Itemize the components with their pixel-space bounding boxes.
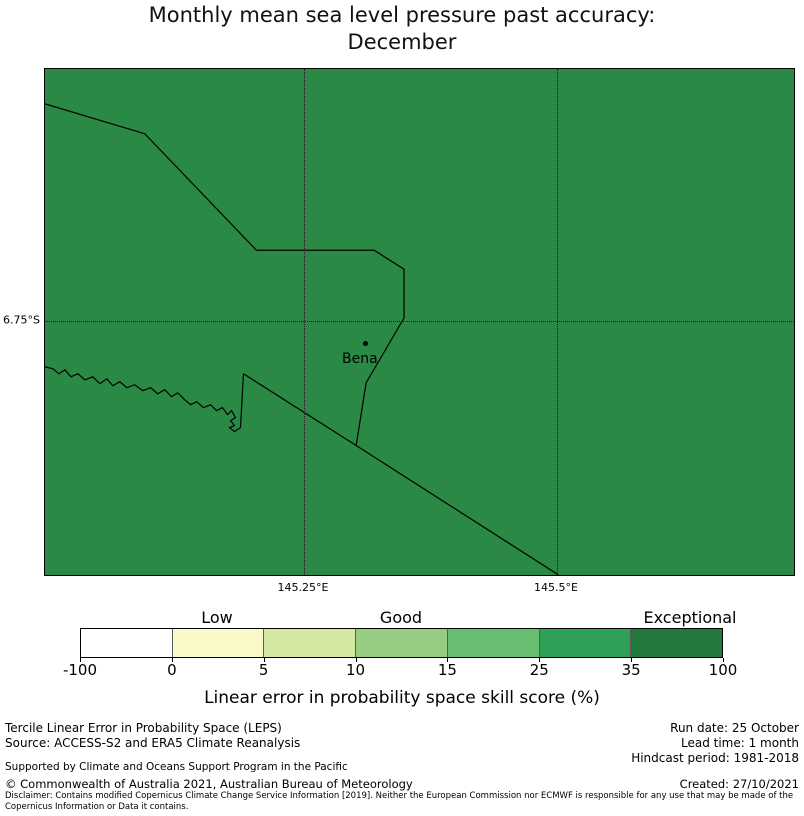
colorbar-tickmark--100 <box>80 658 81 662</box>
gridline-vertical-1455e <box>557 69 559 575</box>
colorbar-tick-25: 25 <box>529 661 549 679</box>
footer-right: Run date: 25 October Lead time: 1 month … <box>631 721 799 766</box>
colorbar-tickmark-35 <box>631 658 633 662</box>
colorbar-category-exceptional: Exceptional <box>643 608 737 627</box>
city-marker-bena <box>363 341 368 346</box>
map-skill-fill <box>45 69 794 575</box>
colorbar-segment-2 <box>263 629 356 657</box>
footer-left: Tercile Linear Error in Probability Spac… <box>5 721 300 751</box>
map-boundaries <box>45 103 559 575</box>
page-title: Monthly mean sea level pressure past acc… <box>0 2 804 56</box>
city-label-bena: Bena <box>342 351 378 367</box>
colorbar-segment-0 <box>81 629 172 657</box>
title-line-1: Monthly mean sea level pressure past acc… <box>148 3 656 27</box>
gridline-horizontal-675s <box>45 321 794 323</box>
colorbar-segment-6 <box>630 629 723 657</box>
colorbar-tick-10: 10 <box>346 661 366 679</box>
footer-run-date: Run date: 25 October <box>670 721 799 735</box>
colorbar-segment-1 <box>171 629 264 657</box>
colorbar-segments <box>80 628 723 658</box>
colorbar-tickmark-15 <box>447 658 449 662</box>
colorbar-segment-5 <box>538 629 631 657</box>
title-line-2: December <box>347 30 457 54</box>
footer-method: Tercile Linear Error in Probability Spac… <box>5 721 282 735</box>
footer-support: Supported by Climate and Oceans Support … <box>5 761 348 773</box>
colorbar-tickmark-0 <box>171 658 173 662</box>
x-axis-tick-1455e: 145.5°E <box>534 581 578 594</box>
footer-copyright: © Commonwealth of Australia 2021, Austra… <box>5 777 413 791</box>
gridline-vertical-14525e <box>304 69 306 575</box>
footer-hindcast-period: Hindcast period: 1981-2018 <box>631 751 799 765</box>
colorbar-category-low: Low <box>201 608 233 627</box>
colorbar-tickmark-10 <box>355 658 357 662</box>
y-axis-tick-675s: 6.75°S <box>3 313 40 327</box>
colorbar[interactable] <box>80 628 723 658</box>
x-axis-tick-14525e: 145.25°E <box>277 581 329 594</box>
footer-disclaimer: Disclaimer: Contains modified Copernicus… <box>5 791 794 812</box>
map-plot-area[interactable]: Bena <box>44 68 795 576</box>
footer-source: Source: ACCESS-S2 and ERA5 Climate Reana… <box>5 736 301 750</box>
colorbar-tickmark-5 <box>263 658 265 662</box>
colorbar-category-good: Good <box>379 608 423 627</box>
colorbar-segment-3 <box>355 629 447 657</box>
colorbar-tick-0: 0 <box>167 661 177 679</box>
colorbar-segment-4 <box>446 629 539 657</box>
colorbar-tickmark-25 <box>539 658 541 662</box>
colorbar-tick-100: 100 <box>708 661 738 679</box>
footer-lead-time: Lead time: 1 month <box>680 736 799 750</box>
colorbar-tick-35: 35 <box>621 661 641 679</box>
colorbar-tickmark-100 <box>723 658 724 662</box>
colorbar-tick-15: 15 <box>437 661 457 679</box>
colorbar-tick--100: -100 <box>62 661 98 679</box>
colorbar-tick-5: 5 <box>258 661 269 679</box>
colorbar-axis-title: Linear error in probability space skill … <box>204 688 600 708</box>
footer-created: Created: 27/10/2021 <box>679 777 799 791</box>
